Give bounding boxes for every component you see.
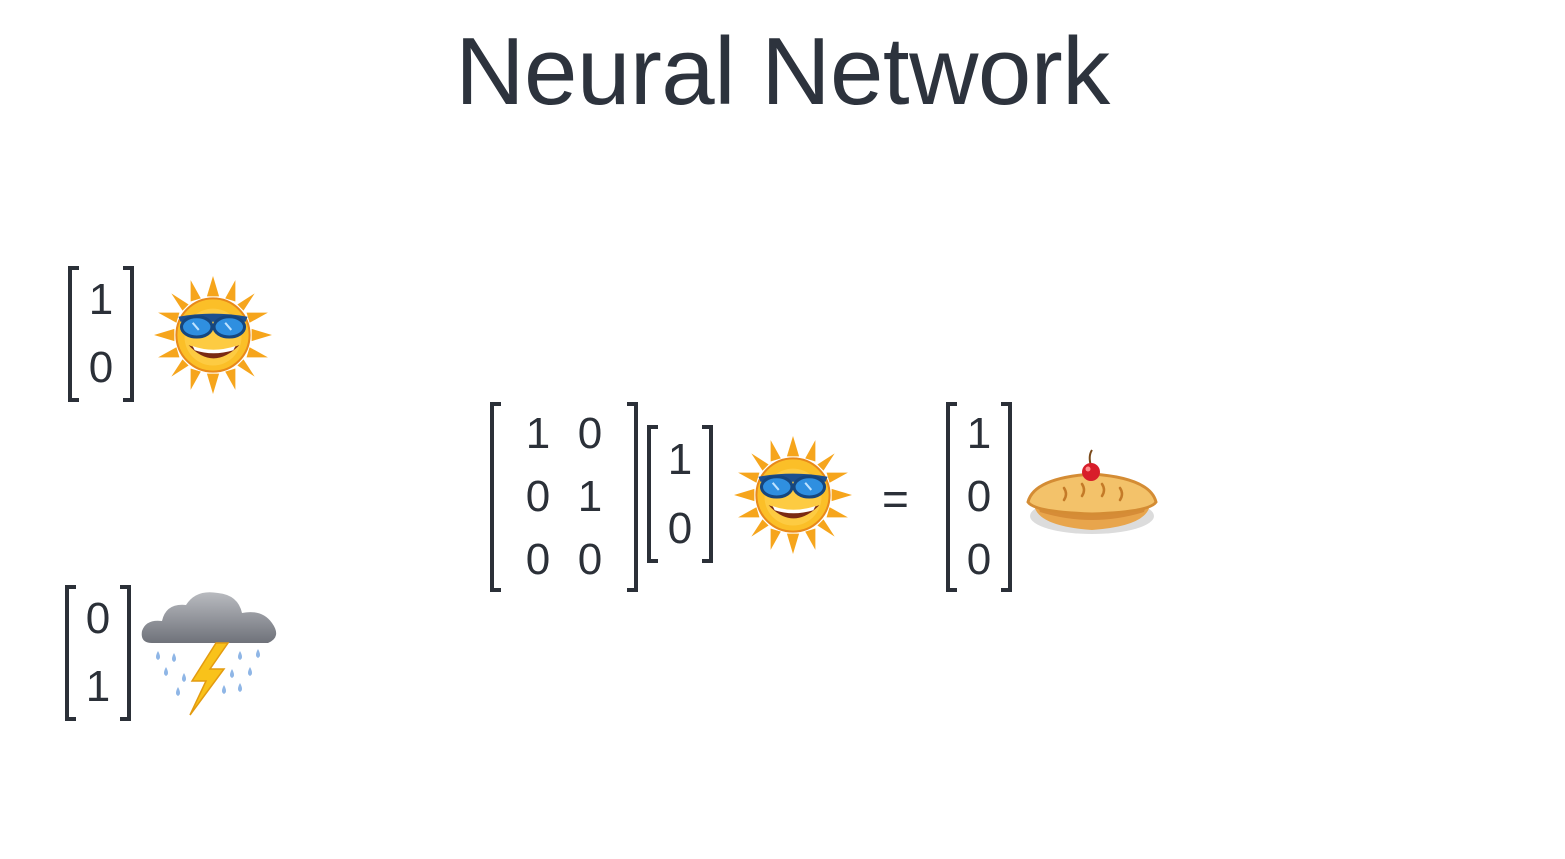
right-bracket <box>120 585 131 721</box>
matrix-cell: 1 <box>525 408 551 458</box>
vector-cell: 0 <box>966 535 992 585</box>
matrix-cell: 0 <box>525 535 551 585</box>
left-bracket <box>65 585 76 721</box>
input-vector: 1 0 <box>647 425 713 563</box>
vector-cell: 0 <box>88 343 114 392</box>
weight-matrix: 1 0 0 1 0 0 <box>490 402 638 592</box>
matrix-cell: 1 <box>577 471 603 521</box>
vector-cell: 1 <box>85 662 111 711</box>
right-bracket <box>627 402 638 592</box>
equals-sign: = <box>882 473 909 525</box>
left-bracket <box>647 425 658 563</box>
vector-cell: 1 <box>667 434 693 484</box>
sunny-vector: 1 0 <box>68 266 134 402</box>
vector-cell: 0 <box>966 471 992 521</box>
rainy-vector: 0 1 <box>65 585 131 721</box>
right-bracket <box>1001 402 1012 592</box>
vector-cell: 0 <box>85 594 111 643</box>
right-bracket <box>702 425 713 563</box>
matrix-cell: 0 <box>525 471 551 521</box>
sun-with-sunglasses-icon <box>152 274 274 396</box>
pie-icon <box>1026 449 1158 534</box>
storm-cloud-icon <box>141 592 277 716</box>
left-bracket <box>490 402 501 592</box>
vector-cell: 0 <box>667 503 693 553</box>
output-vector: 1 0 0 <box>946 402 1012 592</box>
right-bracket <box>123 266 134 402</box>
sun-with-sunglasses-icon <box>732 434 854 556</box>
vector-cell: 1 <box>88 275 114 324</box>
page-title: Neural Network <box>455 18 1110 125</box>
left-bracket <box>68 266 79 402</box>
left-bracket <box>946 402 957 592</box>
matrix-cell: 0 <box>577 408 603 458</box>
matrix-cell: 0 <box>577 535 603 585</box>
vector-cell: 1 <box>966 408 992 458</box>
